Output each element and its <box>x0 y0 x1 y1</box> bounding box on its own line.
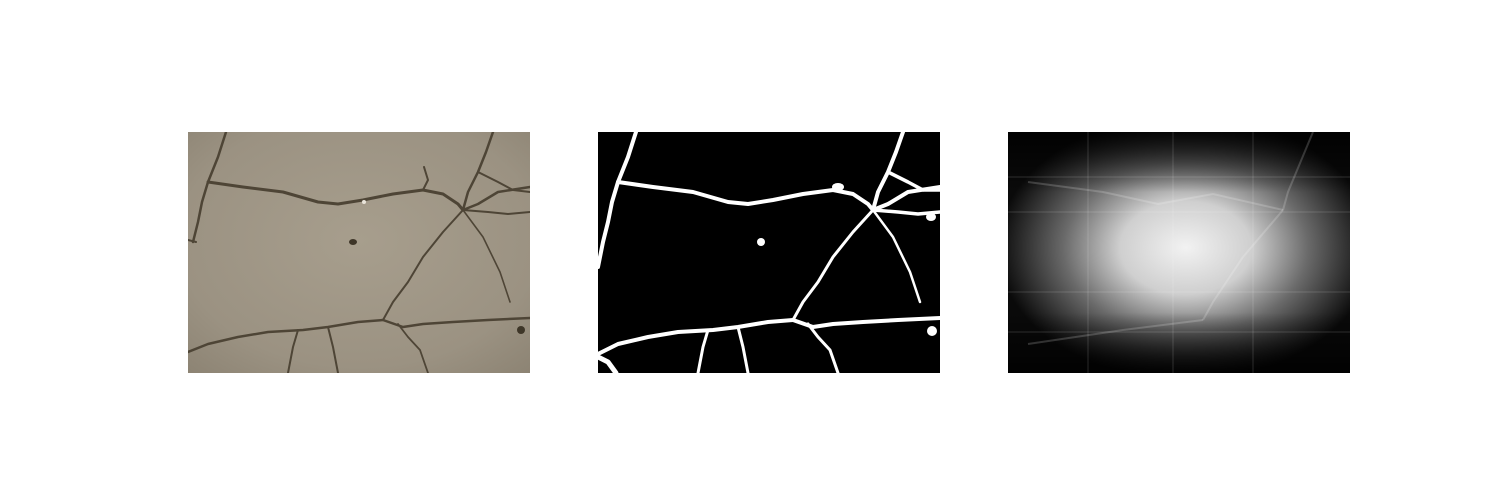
mask-crack-lines <box>598 132 940 373</box>
mask-pit-blob <box>757 238 765 246</box>
original-photo-panel <box>188 132 530 373</box>
mask-crack-blob <box>832 183 844 191</box>
heatmap-crack-traces <box>1027 132 1314 345</box>
mask-pit-blob <box>927 326 937 336</box>
crack-mask <box>598 132 940 373</box>
activation-heatmap <box>1008 132 1350 373</box>
concrete-crack-photo <box>188 132 530 373</box>
crack-lines <box>188 132 530 373</box>
mask-pit-blob <box>926 213 936 221</box>
pebble-mark <box>362 200 366 204</box>
pit-mark <box>517 326 525 334</box>
heatmap-edge-fade <box>1008 132 1350 373</box>
mask-background <box>598 132 940 373</box>
concrete-surface <box>188 132 530 373</box>
activation-map-panel <box>1008 132 1350 373</box>
pit-mark <box>349 239 357 245</box>
heatmap-grid-artifacts <box>1008 132 1350 373</box>
segmentation-mask-panel <box>598 132 940 373</box>
